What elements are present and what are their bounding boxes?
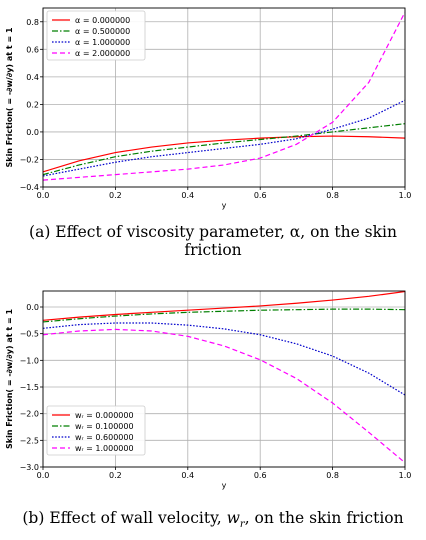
legend-label-4: wᵣ = 1.000000 [75,444,134,453]
x-tick-label: 0.6 [254,191,267,200]
series-line-3 [43,99,405,177]
x-tick-label: 0.2 [109,471,122,480]
y-tick-label: 0.6 [26,45,39,54]
legend-label-2: α = 0.500000 [75,27,130,36]
caption-a: (a) Effect of viscosity parameter, α, on… [0,223,426,259]
y-tick-label: 0.4 [26,73,39,82]
caption-b-subscript: r [239,519,245,531]
legend-label-3: wᵣ = 0.600000 [75,433,134,442]
legend-box [46,10,146,61]
series-line-4 [43,11,405,181]
chart-b: 0.0 0.2 0.4 0.6 0.8 1.0 −3.0 −2.5 −2.0 −1.5 −1.0 −0… [5,290,412,490]
y-tick-label: −3.0 [20,463,39,472]
series-line-1 [43,135,405,173]
x-tick-label: 0.0 [37,191,50,200]
x-tick-label: 1.0 [399,191,412,200]
x-tick-label: 0.4 [181,191,194,200]
series-line-2 [43,123,405,176]
x-tick-label: 0.8 [326,191,339,200]
x-tick-label: 0.2 [109,191,122,200]
y-axis-label: Skin Friction( = -∂w/∂y) at t = 1 [5,27,14,167]
plot-frame [42,7,406,188]
legend-label-2: wᵣ = 0.100000 [75,422,134,431]
caption-b-suffix: , on the skin friction [244,509,404,527]
chart-a: 0.0 0.2 0.4 0.6 0.8 1.0 −0.4 −0.2 0.0 0.2 0.4 0.6 0.… [5,7,412,210]
caption-a-text: (a) Effect of viscosity parameter, α, on… [29,223,397,259]
legend: wᵣ = 0.000000 wᵣ = 0.100000 wᵣ = 0.600000 w… [46,405,146,456]
x-axis-label: y [222,201,227,210]
legend: α = 0.000000 α = 0.500000 α = 1.000000 α = … [46,10,146,61]
series-line-1 [43,291,405,321]
x-tick-label: 0.6 [254,471,267,480]
series-line-2 [43,308,405,323]
x-tick-label: 0.8 [326,471,339,480]
y-tick-label: −0.2 [20,155,39,164]
x-axis-label: y [222,481,227,490]
y-tick-label: −2.0 [20,410,39,419]
plot-frame [42,290,406,468]
y-tick-label: −1.5 [20,383,39,392]
y-tick-label: 0.8 [26,18,39,27]
y-tick-label: −0.4 [20,183,39,192]
y-tick-label: −1.0 [20,356,39,365]
y-tick-label: 0.0 [26,128,39,137]
caption-b-prefix: (b) Effect of wall velocity, [22,509,227,527]
x-tick-label: 0.4 [181,471,194,480]
caption-b-variable: w [226,509,240,527]
y-tick-label: −0.5 [20,330,39,339]
legend-label-1: α = 0.000000 [75,16,130,25]
legend-box [46,405,146,456]
caption-b: (b) Effect of wall velocity, wr, on the … [0,509,426,530]
legend-label-3: α = 1.000000 [75,38,130,47]
legend-label-1: wᵣ = 0.000000 [75,411,134,420]
x-tick-label: 0.0 [37,471,50,480]
y-tick-label: 0.2 [26,100,39,109]
y-tick-label: −2.5 [20,436,39,445]
y-axis-label: Skin Friction( = -∂w/∂y) at t = 1 [5,309,14,449]
legend-label-4: α = 2.000000 [75,49,130,58]
x-tick-label: 1.0 [399,471,412,480]
series-line-4 [43,328,405,464]
y-tick-label: 0.0 [26,303,39,312]
